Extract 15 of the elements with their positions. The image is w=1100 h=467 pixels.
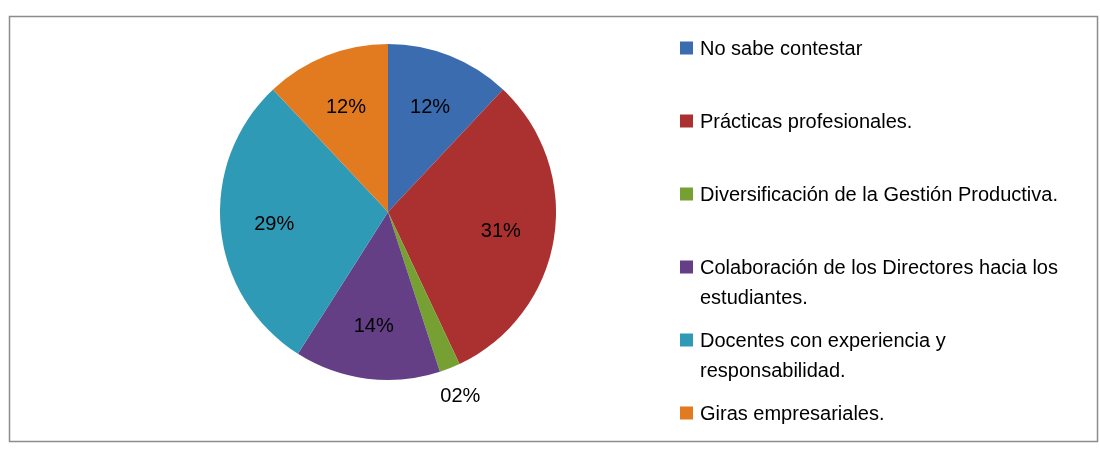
legend-label: Docentes con experiencia y responsabilidad. bbox=[700, 329, 946, 381]
pie-slice bbox=[388, 44, 503, 212]
data-label: 12% bbox=[325, 94, 367, 117]
data-label: 02% bbox=[440, 383, 481, 406]
legend-label: Colaboración de los Directores hacia los estudiantes. bbox=[700, 256, 1058, 308]
legend-label: Prácticas profesionales. bbox=[700, 110, 913, 132]
legend-label: Diversificación de la Gestión Productiva. bbox=[700, 183, 1058, 205]
pie-slice bbox=[273, 44, 388, 212]
data-label: 29% bbox=[254, 211, 295, 234]
legend-label: Giras empresariales. bbox=[700, 402, 885, 424]
pie-slice bbox=[297, 212, 440, 380]
data-label: 31% bbox=[480, 218, 522, 241]
data-label: 14% bbox=[353, 314, 394, 337]
data-label: 12% bbox=[410, 94, 451, 117]
legend-label: No sabe contestar bbox=[700, 37, 863, 59]
